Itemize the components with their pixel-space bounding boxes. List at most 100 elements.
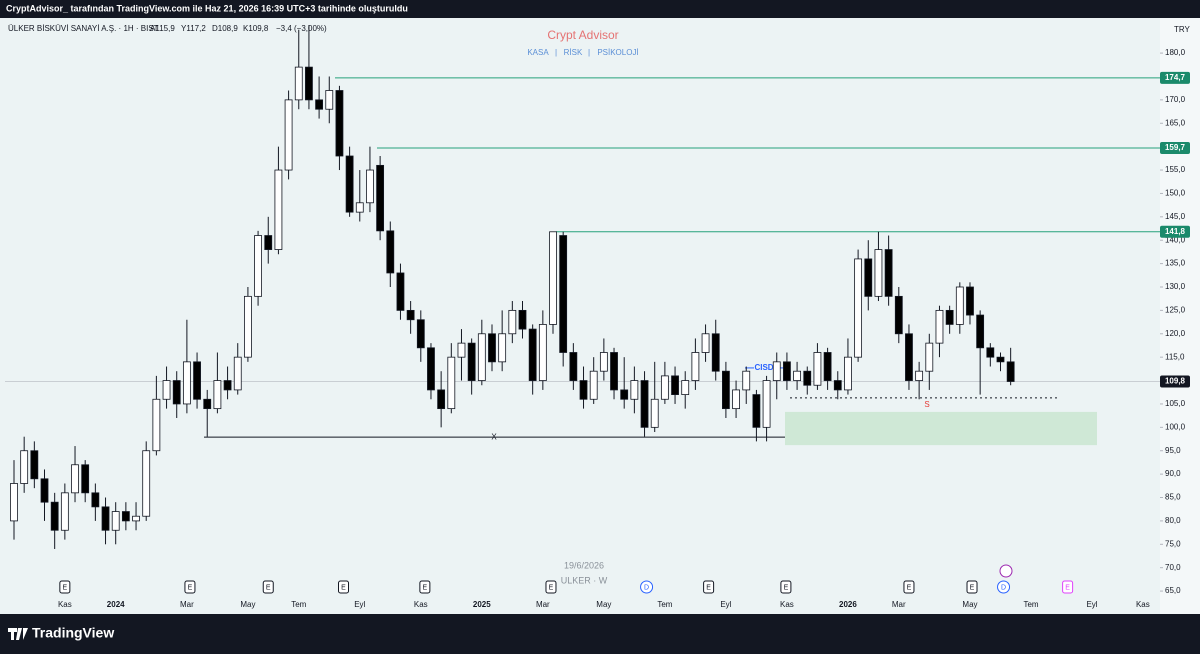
candle-body bbox=[264, 235, 273, 250]
x-tick-label: Eyl bbox=[1086, 600, 1097, 609]
event-icon bbox=[997, 580, 1011, 594]
y-tick-label: 105,0 bbox=[1165, 399, 1186, 408]
candle-body bbox=[894, 295, 903, 335]
event-label: E bbox=[188, 584, 193, 591]
candle-body bbox=[844, 356, 852, 391]
candle-body bbox=[10, 483, 18, 522]
ohlc-label: Y117,2 bbox=[181, 24, 206, 33]
candle-body bbox=[976, 314, 985, 349]
y-tick-label: 140,0 bbox=[1165, 235, 1186, 244]
y-tick-label: 115,0 bbox=[1165, 352, 1185, 361]
candle-body bbox=[40, 478, 49, 503]
ohlc-label: D108,9 bbox=[212, 24, 238, 33]
level-tag bbox=[1160, 71, 1190, 84]
candle-body bbox=[498, 333, 507, 363]
event-label: E bbox=[423, 584, 428, 591]
candle-body bbox=[732, 389, 740, 410]
x-tick-label: Mar bbox=[536, 600, 550, 609]
event-icon bbox=[419, 580, 431, 594]
zone bbox=[785, 411, 1097, 446]
y-tick-label: 75,0 bbox=[1165, 539, 1181, 548]
candle-body bbox=[30, 450, 39, 480]
y-tick-label: 80,0 bbox=[1165, 516, 1181, 525]
candle-body bbox=[752, 394, 761, 428]
plot: ÜLKER BİSKÜVİ SANAYİ A.Ş. · 1H · BISTA11… bbox=[5, 24, 1191, 609]
candle-body bbox=[121, 511, 130, 522]
subtitle-part: | bbox=[588, 48, 590, 57]
candle-body bbox=[854, 258, 863, 358]
event-icon bbox=[59, 580, 71, 594]
watermark: 19/6/2026 bbox=[564, 560, 604, 570]
candle-body bbox=[945, 309, 954, 325]
candle-body bbox=[447, 356, 456, 410]
alert-icon bbox=[999, 564, 1013, 578]
y-tick-label: 90,0 bbox=[1165, 469, 1181, 478]
event-icon bbox=[184, 580, 196, 594]
y-tick-label: 85,0 bbox=[1165, 493, 1181, 502]
x-tick-label: Tem bbox=[291, 600, 306, 609]
x-tick-label: 2024 bbox=[107, 600, 125, 609]
x-tick-label: Mar bbox=[892, 600, 906, 609]
event-label: E bbox=[1065, 584, 1070, 591]
candle-body bbox=[274, 169, 283, 250]
logo: TradingView bbox=[8, 625, 114, 641]
candle-body bbox=[152, 398, 161, 452]
x-tick-label: Eyl bbox=[354, 600, 365, 609]
y-tick-label: 165,0 bbox=[1165, 118, 1186, 127]
candle-body bbox=[874, 249, 883, 297]
candle-body bbox=[60, 492, 69, 531]
candle-body bbox=[142, 450, 151, 517]
candle-body bbox=[193, 361, 201, 400]
event-label: E bbox=[706, 584, 711, 591]
candle-body bbox=[589, 370, 598, 400]
x-label: X bbox=[491, 432, 497, 441]
candle-body bbox=[488, 333, 496, 363]
candle-body bbox=[955, 286, 964, 325]
candle-body bbox=[416, 319, 425, 349]
y-tick-label: 155,0 bbox=[1165, 165, 1186, 174]
candle-body bbox=[71, 464, 79, 494]
event-icon bbox=[545, 580, 557, 594]
candle-body bbox=[305, 66, 313, 101]
event-label: E bbox=[970, 584, 975, 591]
candle-body bbox=[111, 511, 120, 531]
candle-body bbox=[935, 309, 944, 344]
x-tick-label: Eyl bbox=[720, 600, 731, 609]
event-label: D bbox=[644, 584, 649, 591]
candle-body bbox=[101, 506, 110, 531]
candle-body bbox=[915, 370, 924, 381]
candle-body bbox=[640, 380, 649, 428]
candle-body bbox=[833, 380, 842, 391]
event-icon bbox=[966, 580, 978, 594]
candle-body bbox=[213, 380, 222, 410]
candle-body bbox=[1006, 361, 1015, 382]
candle-body bbox=[660, 375, 669, 400]
candle-body bbox=[722, 370, 730, 410]
event-icon bbox=[1062, 580, 1074, 594]
candle-body bbox=[823, 352, 832, 381]
x-tick-label: Kas bbox=[780, 600, 794, 609]
event-icon bbox=[780, 580, 792, 594]
candle-body bbox=[386, 230, 395, 274]
candle-body bbox=[650, 398, 659, 428]
candle-body bbox=[610, 352, 618, 391]
x-tick-label: May bbox=[596, 600, 611, 609]
y-tick-label: 145,0 bbox=[1165, 212, 1186, 221]
subtitle-part: PSİKOLOJİ bbox=[597, 48, 638, 57]
candle-body bbox=[91, 492, 100, 508]
candle-body bbox=[81, 464, 90, 494]
x-tick-label: Kas bbox=[1136, 600, 1150, 609]
candle-body bbox=[406, 309, 415, 321]
candle-body bbox=[233, 356, 242, 391]
y-tick-label: 135,0 bbox=[1165, 259, 1186, 268]
watermark: ULKER · W bbox=[561, 575, 608, 585]
candle-body bbox=[345, 155, 354, 213]
level-tag bbox=[1160, 142, 1190, 155]
subtitle-part: RİSK bbox=[564, 48, 583, 57]
candle-body bbox=[325, 90, 334, 110]
last-price-tag bbox=[1160, 375, 1190, 388]
candle-body bbox=[396, 272, 405, 311]
candle-body bbox=[203, 398, 212, 410]
candle-body bbox=[559, 235, 568, 353]
